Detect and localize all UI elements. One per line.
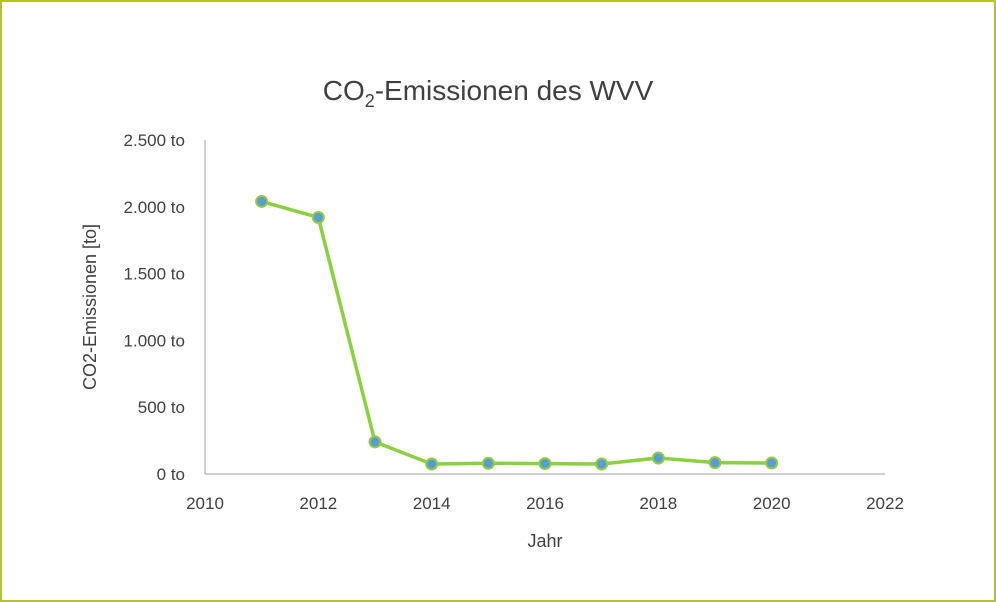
y-tick-label: 1.500 to [124, 265, 185, 284]
data-point [708, 456, 722, 470]
chart-title: CO2-Emissionen des WVV [323, 75, 654, 111]
data-point [651, 451, 665, 465]
y-tick-label: 500 to [138, 398, 185, 417]
x-tick-label: 2012 [299, 494, 337, 513]
x-tick-label: 2014 [413, 494, 451, 513]
data-point [255, 194, 269, 208]
data-point [311, 210, 325, 224]
y-tick-label: 2.500 to [124, 131, 185, 150]
x-tick-label: 2016 [526, 494, 564, 513]
chart-title-rest: -Emissionen des WVV [375, 75, 654, 106]
data-point [595, 457, 609, 471]
x-tick-label: 2020 [753, 494, 791, 513]
chart-title-main: CO [323, 75, 365, 106]
data-point [368, 435, 382, 449]
data-point [425, 457, 439, 471]
x-tick-label: 2018 [639, 494, 677, 513]
data-series [255, 194, 779, 471]
data-point [481, 456, 495, 470]
x-axis-label: Jahr [527, 531, 562, 551]
y-tick-label: 2.000 to [124, 198, 185, 217]
x-tick-labels: 2010 2012 2014 2016 2018 2020 2022 [186, 494, 904, 513]
y-tick-label: 1.000 to [124, 331, 185, 350]
y-tick-labels: 0 to 500 to 1.000 to 1.500 to 2.000 to 2.500 … [124, 131, 185, 484]
data-point [538, 457, 552, 471]
chart-title-subscript: 2 [365, 91, 375, 111]
series-line [261, 199, 772, 466]
x-tick-label: 2010 [186, 494, 224, 513]
y-tick-label: 0 to [157, 465, 185, 484]
x-tick-label: 2022 [866, 494, 904, 513]
y-axis-label: CO2-Emissionen [to] [80, 224, 100, 390]
data-point [765, 456, 779, 470]
